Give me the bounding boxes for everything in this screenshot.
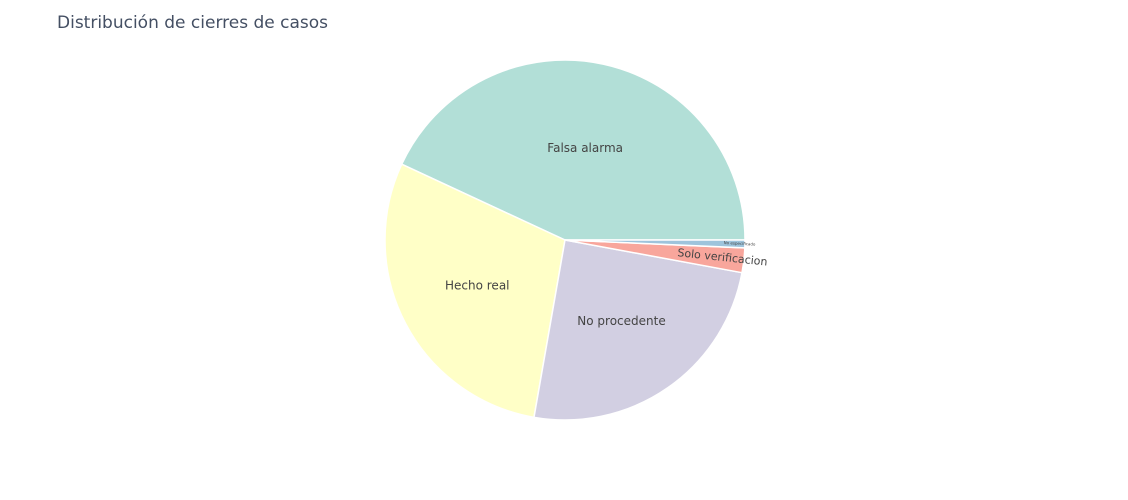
pie-slice-no-especificado[interactable] [564, 239, 746, 249]
pie-label-no-procedente: No procedente [577, 314, 665, 328]
pie-label-falsa-alarma: Falsa alarma [547, 141, 623, 155]
pie-slice-falsa-alarma[interactable] [400, 59, 746, 241]
pie-slice-hecho-real[interactable] [384, 163, 566, 419]
chart-title: Distribución de cierres de casos [57, 13, 329, 33]
pie-slice-no-procedente[interactable] [533, 239, 743, 421]
pie-label-hecho-real: Hecho real [445, 278, 510, 292]
pie-label-no-especificado: No especificado [724, 240, 756, 247]
